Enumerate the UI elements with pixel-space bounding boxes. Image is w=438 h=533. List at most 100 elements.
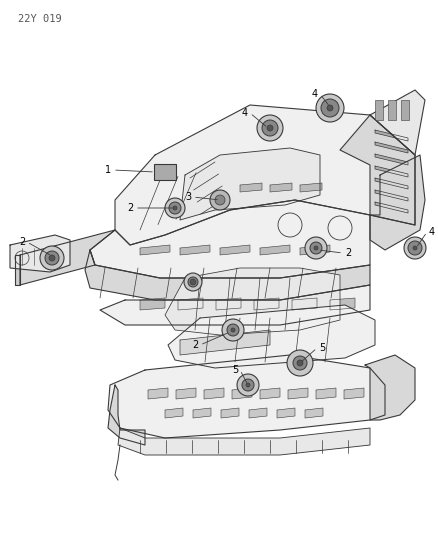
Polygon shape (168, 305, 374, 368)
Polygon shape (254, 298, 279, 310)
Polygon shape (176, 388, 195, 399)
Text: 2: 2 (19, 237, 25, 247)
Circle shape (286, 350, 312, 376)
Polygon shape (20, 230, 115, 285)
Polygon shape (193, 408, 211, 418)
Polygon shape (108, 355, 384, 438)
Circle shape (209, 190, 230, 210)
Circle shape (169, 202, 180, 214)
Text: 2: 2 (127, 203, 133, 213)
Polygon shape (374, 190, 407, 201)
Polygon shape (165, 408, 183, 418)
Polygon shape (369, 90, 424, 155)
Polygon shape (215, 298, 240, 310)
Polygon shape (299, 183, 321, 192)
Circle shape (237, 374, 258, 396)
Polygon shape (231, 388, 251, 399)
Circle shape (190, 279, 195, 285)
Polygon shape (269, 183, 291, 192)
Text: 1: 1 (105, 165, 111, 175)
Polygon shape (374, 130, 407, 141)
Circle shape (215, 195, 225, 205)
Polygon shape (219, 245, 249, 255)
Polygon shape (304, 408, 322, 418)
Circle shape (266, 125, 272, 131)
Bar (387, 100, 395, 120)
Circle shape (245, 383, 249, 387)
Circle shape (187, 277, 198, 287)
Polygon shape (339, 115, 414, 225)
Circle shape (173, 206, 177, 210)
Polygon shape (100, 285, 369, 325)
Polygon shape (248, 408, 266, 418)
Polygon shape (118, 428, 369, 455)
Text: 4: 4 (241, 108, 247, 118)
Circle shape (230, 328, 234, 332)
Circle shape (222, 319, 244, 341)
Circle shape (407, 241, 421, 255)
Polygon shape (180, 245, 209, 255)
Polygon shape (108, 385, 145, 445)
Text: 4: 4 (311, 89, 318, 99)
Polygon shape (259, 245, 290, 255)
Polygon shape (343, 388, 363, 399)
Circle shape (241, 379, 254, 391)
Bar (400, 100, 408, 120)
Polygon shape (180, 148, 319, 220)
Polygon shape (315, 388, 335, 399)
Bar (154, 164, 176, 180)
Polygon shape (177, 298, 202, 310)
Polygon shape (115, 105, 414, 245)
Circle shape (309, 242, 321, 254)
Polygon shape (10, 235, 70, 272)
Circle shape (261, 120, 277, 136)
Polygon shape (90, 200, 369, 278)
Text: 2: 2 (344, 248, 350, 258)
Circle shape (226, 324, 238, 336)
Circle shape (184, 273, 201, 291)
Circle shape (412, 246, 416, 250)
Polygon shape (276, 408, 294, 418)
Text: 5: 5 (231, 365, 237, 375)
Text: 2: 2 (191, 340, 198, 350)
Text: 4: 4 (428, 227, 434, 237)
Circle shape (315, 94, 343, 122)
Polygon shape (220, 408, 238, 418)
Polygon shape (180, 330, 269, 355)
Circle shape (292, 356, 306, 370)
Circle shape (313, 246, 317, 250)
Polygon shape (291, 298, 316, 310)
Polygon shape (240, 183, 261, 192)
Text: 5: 5 (318, 343, 325, 353)
Polygon shape (364, 355, 414, 420)
Polygon shape (204, 388, 223, 399)
Circle shape (165, 198, 184, 218)
Circle shape (320, 99, 338, 117)
Text: 3: 3 (184, 192, 191, 202)
Text: 22Y 019: 22Y 019 (18, 14, 62, 24)
Polygon shape (259, 388, 279, 399)
Polygon shape (369, 155, 424, 250)
Circle shape (304, 237, 326, 259)
Polygon shape (374, 166, 407, 177)
Polygon shape (374, 202, 407, 213)
Polygon shape (299, 245, 329, 255)
Polygon shape (329, 298, 354, 310)
Bar (374, 100, 382, 120)
Polygon shape (165, 268, 339, 335)
Circle shape (297, 360, 302, 366)
Circle shape (256, 115, 283, 141)
Polygon shape (15, 255, 20, 285)
Polygon shape (140, 245, 170, 255)
Polygon shape (374, 154, 407, 165)
Polygon shape (374, 178, 407, 189)
Polygon shape (140, 298, 165, 310)
Circle shape (45, 251, 59, 265)
Circle shape (403, 237, 425, 259)
Circle shape (40, 246, 64, 270)
Circle shape (326, 105, 332, 111)
Circle shape (49, 255, 55, 261)
Polygon shape (374, 142, 407, 153)
Polygon shape (85, 250, 369, 300)
Polygon shape (287, 388, 307, 399)
